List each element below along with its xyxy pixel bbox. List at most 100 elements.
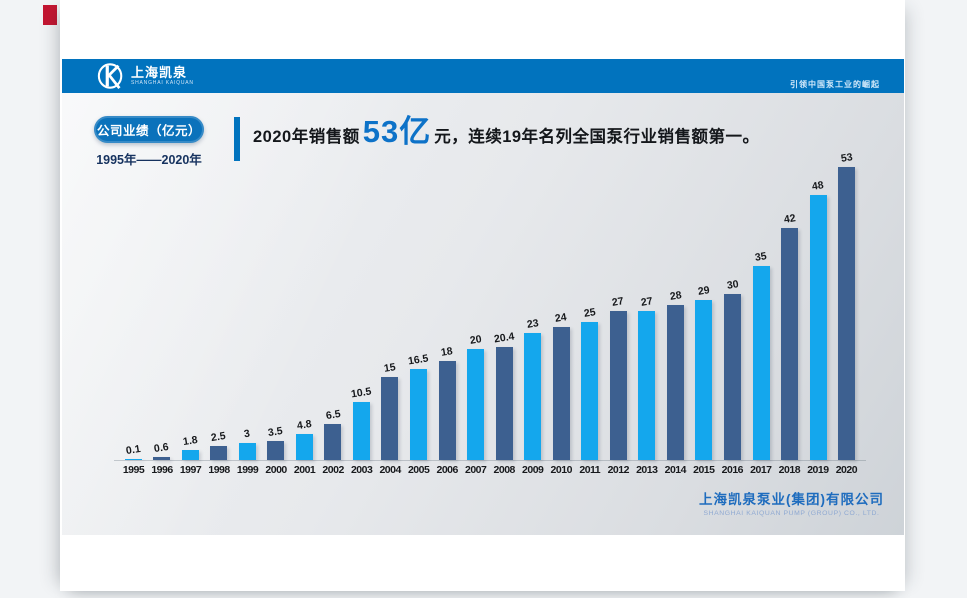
value-label-2002: 6.5 (324, 408, 341, 423)
chart-title-badge: 公司业绩（亿元） (94, 116, 204, 143)
bar-slot-2014: 28 (662, 289, 688, 460)
year-label-2001: 2001 (293, 464, 316, 476)
value-label-2012: 27 (611, 294, 626, 309)
bar-slot-2002: 6.5 (320, 408, 346, 460)
bar-1996 (153, 456, 171, 460)
year-label-2006: 2006 (436, 464, 458, 476)
bar-2020 (838, 166, 856, 460)
bar-slot-2016: 30 (719, 278, 745, 460)
value-label-2008: 20.4 (493, 330, 516, 346)
bar-slot-2013: 27 (634, 294, 660, 460)
year-label-2000: 2000 (265, 464, 287, 476)
bar-slot-2019: 48 (805, 178, 831, 460)
year-label-2016: 2016 (721, 464, 744, 476)
year-label-2008: 2008 (493, 464, 516, 476)
value-label-1998: 2.5 (210, 430, 227, 445)
value-label-2011: 25 (583, 305, 597, 320)
kaiquan-logo-icon (97, 63, 123, 89)
bar-2019 (809, 194, 827, 460)
year-label-2004: 2004 (379, 464, 401, 476)
bar-slot-1997: 1.8 (177, 434, 203, 460)
value-label-2018: 42 (782, 211, 797, 226)
bar-2015 (695, 299, 713, 460)
bar-2013 (638, 310, 656, 460)
bar-2017 (752, 266, 770, 460)
year-label-2014: 2014 (664, 464, 687, 476)
value-label-2001: 4.8 (296, 417, 313, 432)
headline-suffix: 元，连续19年名列全国泵行业销售额第一。 (434, 128, 760, 146)
bar-slot-2005: 16.5 (405, 352, 431, 460)
bar-2009 (524, 332, 542, 460)
years-row: 1995 1996 1997 1998 1999 2000 2001 2002 2003 2004… (120, 464, 860, 476)
bar-slot-2006: 18 (434, 345, 460, 460)
year-label-2019: 2019 (807, 464, 829, 476)
slide-footer: 上海凯泉泵业(集团)有限公司 SHANGHAI KAIQUAN PUMP (GR… (699, 492, 884, 518)
value-label-2004: 15 (383, 361, 397, 375)
chart-period-label: 1995年——2020年 (96, 153, 202, 167)
bar-2000 (267, 440, 285, 460)
year-label-2003: 2003 (350, 464, 373, 476)
bar-2008 (495, 347, 513, 460)
value-label-1999: 3 (243, 428, 252, 441)
value-label-2005: 16.5 (407, 352, 430, 368)
bar-2003 (352, 401, 370, 460)
value-label-2014: 28 (668, 289, 683, 304)
bar-2007 (467, 349, 485, 460)
bar-slot-2012: 27 (605, 294, 631, 460)
year-label-2012: 2012 (607, 464, 630, 476)
logo-name-en: SHANGHAI KAIQUAN (131, 80, 194, 86)
header-slogan: 引领中国泵工业的崛起 (790, 80, 880, 89)
value-label-2017: 35 (754, 250, 768, 265)
year-label-1999: 1999 (236, 464, 259, 476)
headline-accent-bar (234, 117, 240, 161)
value-label-2003: 10.5 (350, 385, 373, 401)
company-logo: 上海凯泉 SHANGHAI KAIQUAN (97, 62, 194, 90)
value-label-2020: 53 (839, 151, 854, 165)
year-label-2002: 2002 (322, 464, 344, 476)
value-label-2019: 48 (811, 178, 825, 193)
bar-slot-2015: 29 (691, 283, 717, 460)
year-label-2005: 2005 (407, 464, 430, 476)
headline-prefix: 2020年销售额 (253, 128, 360, 146)
bars-row: 0.1 0.6 1.8 2.5 3 3.5 4.8 6.5 10.5 15 16.5 18 20 20.4… (120, 151, 860, 460)
bar-2014 (666, 305, 684, 460)
bar-slot-2007: 20 (463, 334, 489, 460)
company-name-cn: 上海凯泉泵业(集团)有限公司 (699, 492, 884, 507)
bar-slot-1996: 0.6 (149, 441, 175, 460)
chart-baseline (114, 460, 866, 461)
year-label-2013: 2013 (636, 464, 658, 476)
slide-body: 公司业绩（亿元） 1995年——2020年 2020年销售额 53亿 元，连续1… (62, 93, 904, 535)
year-label-2017: 2017 (750, 464, 772, 476)
bar-2001 (295, 433, 313, 460)
value-label-2010: 24 (554, 311, 568, 326)
bar-2004 (381, 377, 399, 460)
bar-1999 (238, 443, 256, 460)
year-label-2009: 2009 (522, 464, 544, 476)
bar-slot-2009: 23 (520, 316, 546, 460)
year-label-2010: 2010 (550, 464, 573, 476)
bar-slot-2001: 4.8 (291, 417, 317, 460)
headline: 2020年销售额 53亿 元，连续19年名列全国泵行业销售额第一。 (253, 114, 760, 161)
bar-2012 (609, 310, 627, 460)
value-label-2015: 29 (697, 283, 711, 298)
bar-slot-1999: 3 (234, 428, 260, 460)
logo-name-cn: 上海凯泉 (131, 65, 188, 80)
bar-slot-2000: 3.5 (263, 424, 289, 460)
bar-2018 (781, 227, 799, 460)
value-label-2009: 23 (525, 316, 540, 331)
bar-slot-1998: 2.5 (206, 430, 232, 460)
header-band: 上海凯泉 SHANGHAI KAIQUAN 引领中国泵工业的崛起 (62, 59, 904, 93)
bar-2005 (409, 368, 427, 460)
bar-slot-2017: 35 (748, 251, 774, 460)
headline-highlight: 53亿 (362, 114, 432, 149)
bar-1997 (181, 450, 199, 460)
bar-slot-2020: 53 (834, 151, 860, 460)
year-label-1996: 1996 (151, 464, 173, 476)
year-label-1998: 1998 (208, 464, 230, 476)
bar-slot-2011: 25 (577, 305, 603, 460)
red-marker (43, 5, 57, 25)
value-label-2000: 3.5 (267, 424, 284, 439)
bar-slot-2008: 20.4 (491, 330, 517, 460)
value-label-2013: 27 (640, 294, 654, 309)
